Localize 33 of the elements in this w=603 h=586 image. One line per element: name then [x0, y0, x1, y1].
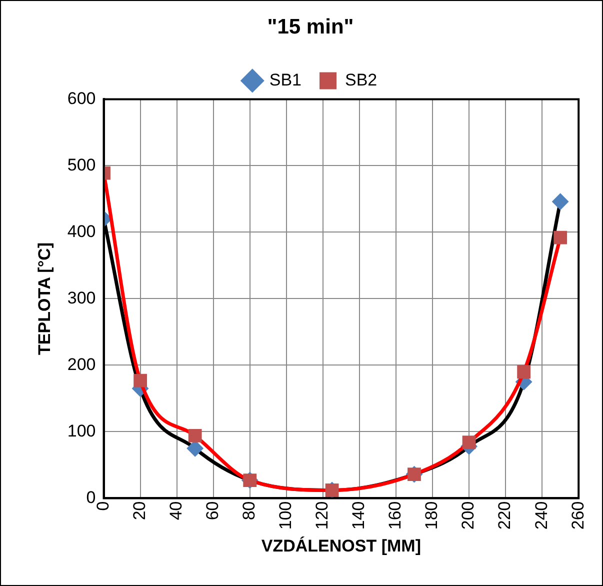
point: [134, 374, 147, 388]
point: [187, 440, 203, 456]
x-axis-title: VZDÁLENOST [MM]: [261, 535, 421, 556]
x-tick-label: 40: [166, 501, 186, 520]
x-tick-label: 0: [93, 501, 112, 511]
x-tick-label: 140: [349, 501, 368, 530]
x-tick-label: 180: [422, 501, 442, 530]
y-tick-label: 600: [67, 88, 96, 108]
x-tick-label: 80: [240, 501, 259, 520]
y-tick-label: 0: [86, 488, 96, 507]
x-tick-label: 100: [276, 501, 296, 530]
y-tick-label: 400: [67, 222, 96, 241]
x-tick-label: 200: [458, 501, 478, 530]
chart-title: "15 min": [267, 15, 354, 38]
y-axis-title: TEPLOTA [°C]: [34, 242, 54, 355]
y-tick-label: 100: [67, 421, 96, 440]
y-tick-label: 500: [67, 155, 96, 174]
y-tick-label: 300: [67, 288, 96, 308]
legend-label: SB1: [269, 70, 302, 90]
legend-label: SB2: [345, 70, 378, 90]
x-tick-label: 260: [568, 501, 588, 530]
y-tick-label: 200: [67, 354, 96, 374]
point: [188, 429, 202, 442]
point: [517, 365, 531, 379]
x-tick-label: 240: [532, 501, 551, 530]
x-tick-label: 160: [386, 501, 405, 530]
x-tick-label: 220: [495, 501, 514, 530]
x-tick-label: 120: [312, 501, 332, 530]
point: [552, 194, 568, 210]
point: [554, 230, 568, 244]
x-tick-label: 60: [203, 501, 222, 520]
x-tick-label: 20: [130, 501, 149, 520]
point: [462, 436, 476, 450]
